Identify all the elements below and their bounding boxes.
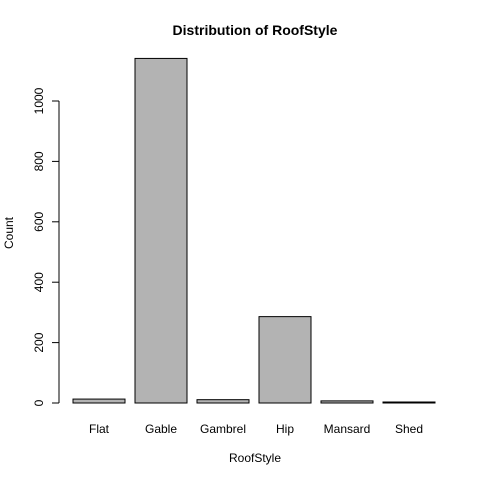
- x-tick-label-shed: Shed: [395, 422, 423, 436]
- bar-gambrel: [196, 399, 250, 404]
- y-tick-label: 800: [32, 151, 46, 171]
- x-tick-label-gable: Gable: [145, 422, 177, 436]
- y-axis-label: Count: [2, 216, 16, 249]
- y-axis: 0 200 400 600 800 1000: [32, 87, 60, 406]
- x-tick-labels: Flat Gable Gambrel Hip Mansard Shed: [89, 422, 423, 436]
- bar-hip: [258, 316, 312, 404]
- y-tick-label: 200: [32, 332, 46, 352]
- x-tick-label-gambrel: Gambrel: [200, 422, 246, 436]
- x-tick-label-hip: Hip: [276, 422, 294, 436]
- y-tick-label: 600: [32, 211, 46, 231]
- bar-mansard: [320, 400, 374, 404]
- y-tick-label: 0: [32, 399, 46, 406]
- y-tick-label: 1000: [32, 87, 46, 114]
- x-axis-label: RoofStyle: [229, 451, 281, 465]
- bar-gable: [134, 57, 188, 404]
- bar-flat: [72, 398, 126, 404]
- chart-title: Distribution of RoofStyle: [173, 22, 338, 38]
- bars-group: [72, 57, 436, 404]
- x-tick-label-mansard: Mansard: [324, 422, 371, 436]
- bar-shed: [382, 401, 436, 404]
- x-tick-label-flat: Flat: [89, 422, 110, 436]
- y-tick-label: 400: [32, 272, 46, 292]
